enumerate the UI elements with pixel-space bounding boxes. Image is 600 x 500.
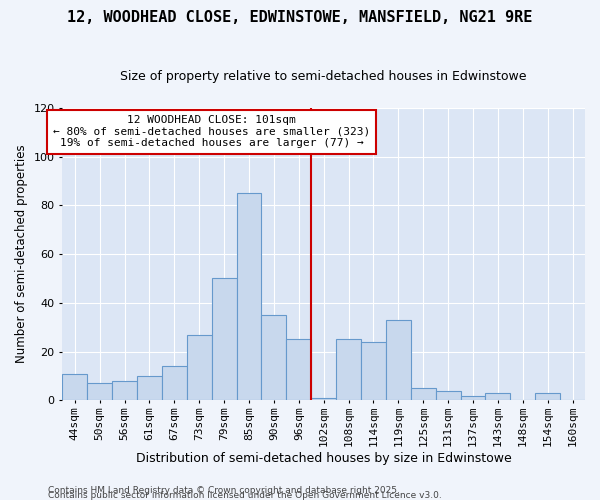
Bar [361, 342, 386, 400]
Bar [386, 320, 411, 400]
Bar [87, 384, 112, 400]
Bar [262, 315, 286, 400]
Bar [485, 393, 511, 400]
Text: Contains public sector information licensed under the Open Government Licence v3: Contains public sector information licen… [48, 491, 442, 500]
X-axis label: Distribution of semi-detached houses by size in Edwinstowe: Distribution of semi-detached houses by … [136, 452, 512, 465]
Bar [436, 390, 461, 400]
Bar [162, 366, 187, 400]
Bar [187, 334, 212, 400]
Text: 12, WOODHEAD CLOSE, EDWINSTOWE, MANSFIELD, NG21 9RE: 12, WOODHEAD CLOSE, EDWINSTOWE, MANSFIEL… [67, 10, 533, 25]
Bar [286, 340, 311, 400]
Text: Contains HM Land Registry data © Crown copyright and database right 2025.: Contains HM Land Registry data © Crown c… [48, 486, 400, 495]
Text: 12 WOODHEAD CLOSE: 101sqm
← 80% of semi-detached houses are smaller (323)
19% of: 12 WOODHEAD CLOSE: 101sqm ← 80% of semi-… [53, 115, 370, 148]
Title: Size of property relative to semi-detached houses in Edwinstowe: Size of property relative to semi-detach… [121, 70, 527, 83]
Bar [411, 388, 436, 400]
Bar [62, 374, 87, 400]
Bar [212, 278, 236, 400]
Bar [311, 398, 336, 400]
Bar [461, 396, 485, 400]
Bar [236, 193, 262, 400]
Bar [535, 393, 560, 400]
Bar [336, 340, 361, 400]
Y-axis label: Number of semi-detached properties: Number of semi-detached properties [15, 145, 28, 364]
Bar [112, 381, 137, 400]
Bar [137, 376, 162, 400]
